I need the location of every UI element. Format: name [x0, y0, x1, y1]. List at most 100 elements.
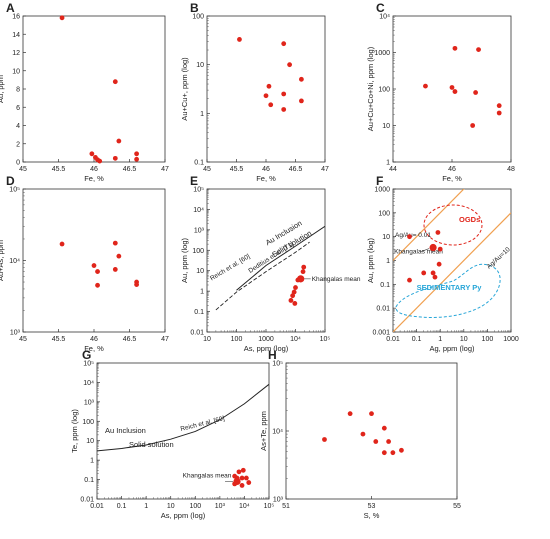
y-tick-label: 10⁴ — [193, 207, 204, 214]
overlay-group — [97, 383, 269, 452]
data-point — [287, 62, 292, 68]
label-reich: Reich et al. [60] — [209, 253, 251, 282]
y-tick-label: 0.1 — [194, 309, 204, 316]
x-axis-title: Ag, ppm (log) — [429, 344, 475, 353]
data-point — [116, 253, 122, 259]
y-tick-label: 10 — [196, 268, 204, 275]
x-tick-label: 46 — [262, 166, 270, 173]
x-tick-label: 1 — [144, 503, 148, 510]
x-axis-title: As, ppm (log) — [244, 344, 289, 353]
data-point — [432, 274, 438, 280]
x-tick-label: 10⁵ — [264, 503, 275, 510]
data-point — [399, 447, 404, 453]
y-tick-label: 10 — [12, 68, 20, 75]
x-tick-label: 46.5 — [289, 166, 303, 173]
x-tick-label: 100 — [231, 336, 243, 343]
sedimentary-label: SEDIMENTARY Py — [417, 283, 483, 292]
y-tick-label: 0 — [16, 160, 20, 167]
y-tick-label: 10⁵ — [9, 187, 20, 194]
x-tick-label: 46 — [448, 166, 456, 173]
y-axis-title: Au+As, ppm — [0, 240, 5, 281]
data-point — [437, 246, 443, 252]
data-point — [95, 269, 100, 274]
panel-h: H 51 53 55 10³ 10⁴ 10⁵ S, % As+Te, ppm — [259, 348, 461, 520]
x-axis-title: As, ppm (log) — [161, 511, 206, 520]
khangalas-mean-label: Khangalas mean — [312, 276, 361, 283]
data-point — [381, 450, 387, 456]
data-point — [292, 301, 298, 306]
y-axis-title: Te, ppm (log) — [70, 409, 79, 453]
label-deditius: Deditius et al. [71] — [247, 241, 295, 275]
x-axis-title: S, % — [364, 511, 380, 520]
y-tick-label: 1 — [386, 160, 390, 167]
panel-letter: D — [6, 174, 15, 188]
data-point — [496, 103, 502, 109]
x-tick-label: 46 — [90, 336, 98, 343]
data-point — [263, 93, 269, 99]
x-tick-label: 46.5 — [123, 166, 137, 173]
y-tick-label: 10³ — [273, 497, 284, 504]
plot-frame — [22, 15, 166, 163]
data-point — [452, 45, 458, 51]
y-axis-title: Au, ppm — [0, 75, 5, 103]
x-tick-label: 100 — [189, 503, 201, 510]
khangalas-mean-label: Khangalas mean — [394, 249, 443, 256]
data-point — [134, 282, 140, 288]
x-tick-label: 10³ — [215, 503, 226, 510]
data-point — [281, 107, 287, 112]
y-tick-label: 4 — [16, 123, 20, 130]
y-tick-label: 100 — [192, 14, 204, 21]
data-point — [407, 277, 412, 283]
data-point — [59, 15, 65, 21]
data-point — [299, 98, 304, 104]
y-tick-label: 100 — [378, 87, 390, 94]
panel-e: E 10 100 1000 10⁴ 10⁵ 0.01 0.1 1 10 100 10³ 10⁴ 10⁵ As… — [180, 174, 361, 353]
y-tick-label: 1 — [200, 111, 204, 118]
reich-curve — [97, 383, 269, 452]
x-tick-label: 10⁵ — [320, 336, 331, 343]
panel-letter: E — [190, 174, 198, 188]
data-point — [301, 264, 307, 270]
panel-d: D 45 45.5 46 46.5 47 10³ 10⁴ 10⁵ Fe, % Au+As, ppm — [0, 174, 169, 353]
khangalas-mean-point — [297, 275, 305, 283]
data-point — [116, 138, 122, 144]
y-tick-label: 100 — [82, 419, 94, 426]
data-point — [369, 411, 374, 417]
y-axis-title: Au, ppm (log) — [180, 237, 189, 283]
y-tick-label: 8 — [16, 87, 20, 94]
data-point — [322, 437, 327, 442]
data-point — [381, 425, 387, 431]
ratio-label-0.01: Ag/Au= 0.01 — [395, 232, 431, 239]
data-point — [293, 285, 298, 290]
y-tick-label: 16 — [12, 14, 20, 21]
label-au-inclusion: Au Inclusion — [105, 426, 146, 435]
data-point — [266, 83, 272, 89]
data-point — [134, 156, 140, 162]
y-tick-label: 10 — [86, 438, 94, 445]
ogd-field — [423, 204, 483, 246]
data-point — [112, 155, 118, 161]
data-point — [421, 270, 427, 276]
x-tick-label: 47 — [161, 166, 169, 173]
data-point — [89, 151, 95, 157]
data-point — [360, 431, 366, 437]
deditius-line — [215, 241, 310, 311]
panel-letter: B — [190, 1, 199, 15]
x-tick-label: 45.5 — [52, 336, 66, 343]
data-point — [347, 411, 353, 417]
y-tick-label: 0.001 — [372, 330, 390, 337]
y-tick-label: 10⁴ — [379, 14, 390, 21]
x-tick-label: 45.5 — [52, 166, 66, 173]
data-point — [435, 230, 441, 235]
data-point — [134, 151, 140, 157]
data-point — [240, 467, 246, 473]
panel-letter: C — [376, 1, 385, 15]
panel-letter: G — [82, 348, 91, 362]
x-tick-label: 47 — [321, 166, 329, 173]
plot-frame — [22, 188, 166, 333]
x-tick-label: 46.5 — [123, 336, 137, 343]
data-point — [291, 289, 297, 295]
y-tick-label: 12 — [12, 50, 20, 57]
